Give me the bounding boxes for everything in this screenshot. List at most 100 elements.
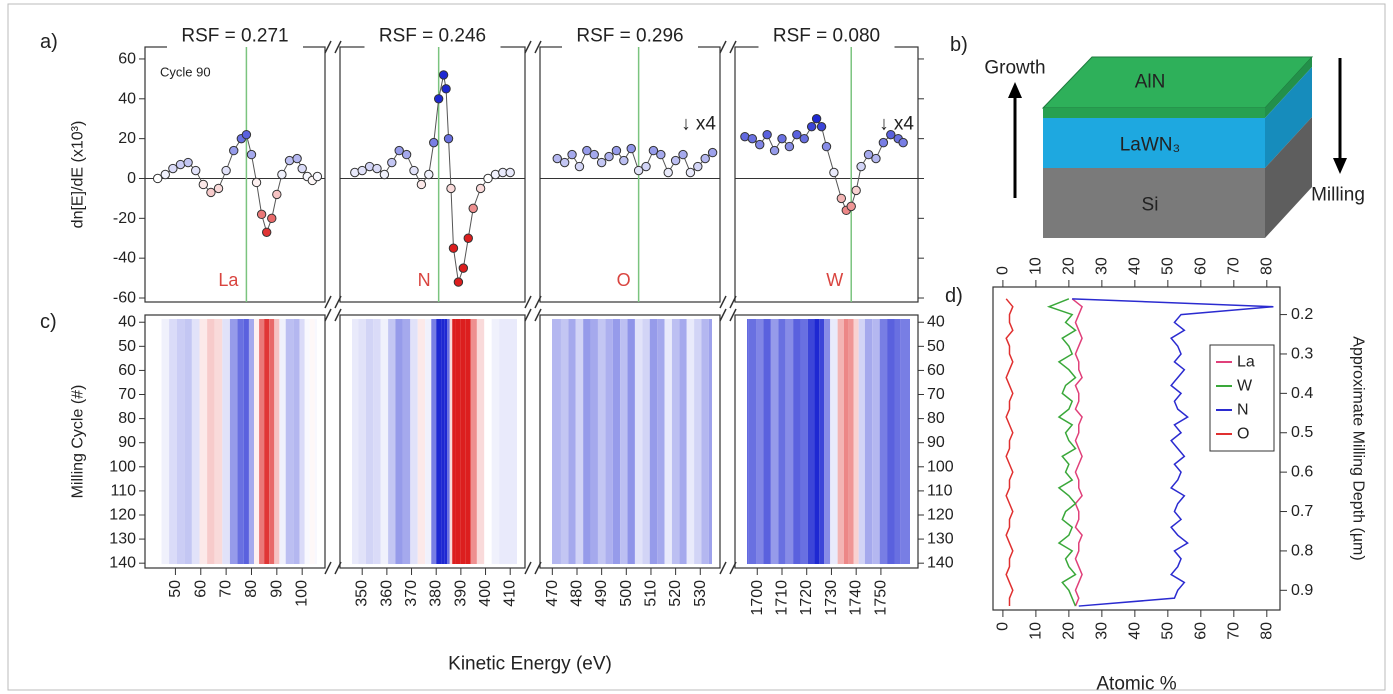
data-point — [441, 84, 451, 94]
data-point — [685, 167, 696, 178]
heatmap-column — [864, 319, 873, 564]
heatmap-column — [465, 319, 471, 564]
x-tick-label: 80 — [1258, 622, 1275, 640]
heatmap-column — [402, 319, 411, 564]
data-point — [468, 203, 478, 214]
y-tick-label: 60 — [118, 50, 136, 67]
x-tick-label: 470 — [544, 580, 561, 607]
data-point — [429, 137, 439, 148]
heatmap-column — [436, 319, 442, 564]
y-tick-label: 140 — [927, 555, 954, 572]
data-point — [777, 133, 787, 144]
heatmap-column — [837, 319, 844, 564]
plot-frame — [539, 314, 721, 569]
data-point — [678, 149, 688, 160]
heatmap-column — [657, 319, 665, 564]
y-tick-label: 100 — [109, 458, 136, 475]
heatmap-column — [157, 319, 162, 564]
x-tick-label: 350 — [354, 580, 371, 607]
data-point — [191, 165, 201, 176]
panel-label: a) — [40, 31, 58, 53]
data-point — [755, 139, 765, 150]
heatmap-column — [793, 319, 801, 564]
data-point — [604, 151, 614, 162]
heatmap-column — [352, 319, 359, 564]
x-tick-label: 380 — [428, 580, 445, 607]
x-tick-label: 100 — [294, 580, 311, 607]
plot-frame — [734, 314, 919, 569]
data-point — [438, 70, 449, 80]
data-point — [297, 163, 307, 174]
y-axis-title: dn[E]/dE (x10³) — [70, 121, 87, 229]
heatmap-column — [269, 319, 275, 564]
y-tick-label: -20 — [113, 210, 136, 227]
heatmap-column — [274, 319, 280, 564]
heatmap-column — [293, 319, 300, 564]
data-point — [846, 201, 856, 212]
data-point — [611, 145, 622, 156]
y-tick-label: 60 — [118, 362, 136, 379]
data-point — [567, 149, 577, 160]
heatmap-column — [900, 319, 910, 564]
heatmap-column — [237, 319, 244, 564]
series-line — [1046, 298, 1077, 607]
heatmap-column — [627, 319, 635, 564]
heatmap-column — [373, 319, 381, 564]
axis-break — [524, 308, 532, 322]
title-mask — [364, 30, 501, 52]
heatmap-column — [560, 319, 569, 564]
panel-label: c) — [40, 311, 57, 333]
axis-break — [524, 561, 532, 575]
heatmap-column — [807, 319, 815, 564]
x-tick-label: 60 — [1192, 622, 1209, 640]
data-point — [762, 129, 772, 140]
data-point — [811, 114, 822, 124]
heatmap-column — [161, 319, 170, 564]
x-tick-label: 360 — [378, 580, 395, 607]
element-label: La — [218, 270, 239, 290]
y-tick-label: 0.3 — [1291, 345, 1313, 362]
heatmap-column — [365, 319, 374, 564]
data-point — [387, 157, 397, 168]
plot-frame — [734, 46, 919, 303]
x-tick-label: 80 — [1258, 257, 1275, 275]
y-tick-label: 20 — [118, 130, 136, 147]
y-axis-title: Approximate Milling Depth (µm) — [1350, 336, 1367, 560]
lawn-side-face — [1265, 67, 1312, 168]
panel-label: b) — [950, 34, 968, 56]
x-tick-label: 60 — [1192, 257, 1209, 275]
data-point — [168, 163, 178, 174]
data-point — [251, 177, 262, 188]
x-tick-label: 1710 — [773, 580, 790, 616]
data-point — [433, 94, 444, 104]
axis-break — [324, 308, 332, 322]
data-point — [641, 161, 651, 172]
heatmap-column — [679, 319, 687, 564]
heatmap-column — [686, 319, 695, 564]
x-tick-label: 1740 — [848, 580, 865, 616]
x-tick-label: 0 — [994, 266, 1011, 275]
heatmap-column — [191, 319, 200, 564]
y-tick-label: 40 — [118, 90, 136, 107]
heatmap-column — [264, 319, 270, 564]
heatmap-column — [449, 319, 453, 564]
x-tick-label: 20 — [1060, 257, 1077, 275]
milling-arrowhead — [1333, 158, 1347, 174]
data-point — [284, 155, 295, 166]
heatmap-column — [843, 319, 849, 564]
axis-break — [534, 295, 542, 309]
figure-border — [7, 3, 1386, 691]
x-tick-label: 1750 — [872, 580, 889, 616]
heatmap-column — [499, 319, 507, 564]
x-tick-label: 30 — [1093, 622, 1110, 640]
data-point — [851, 185, 861, 196]
layer-diagram: AlN LaWN₃ Si Growth Milling b) — [950, 34, 1365, 238]
layer-label: Si — [1142, 195, 1159, 216]
data-point — [626, 143, 636, 154]
x-tick-label: 1700 — [749, 580, 766, 616]
axis-break — [334, 308, 342, 322]
data-point — [871, 153, 881, 164]
data-point — [443, 133, 454, 144]
y-tick-label: 0.6 — [1291, 464, 1313, 481]
data-point — [198, 179, 209, 190]
